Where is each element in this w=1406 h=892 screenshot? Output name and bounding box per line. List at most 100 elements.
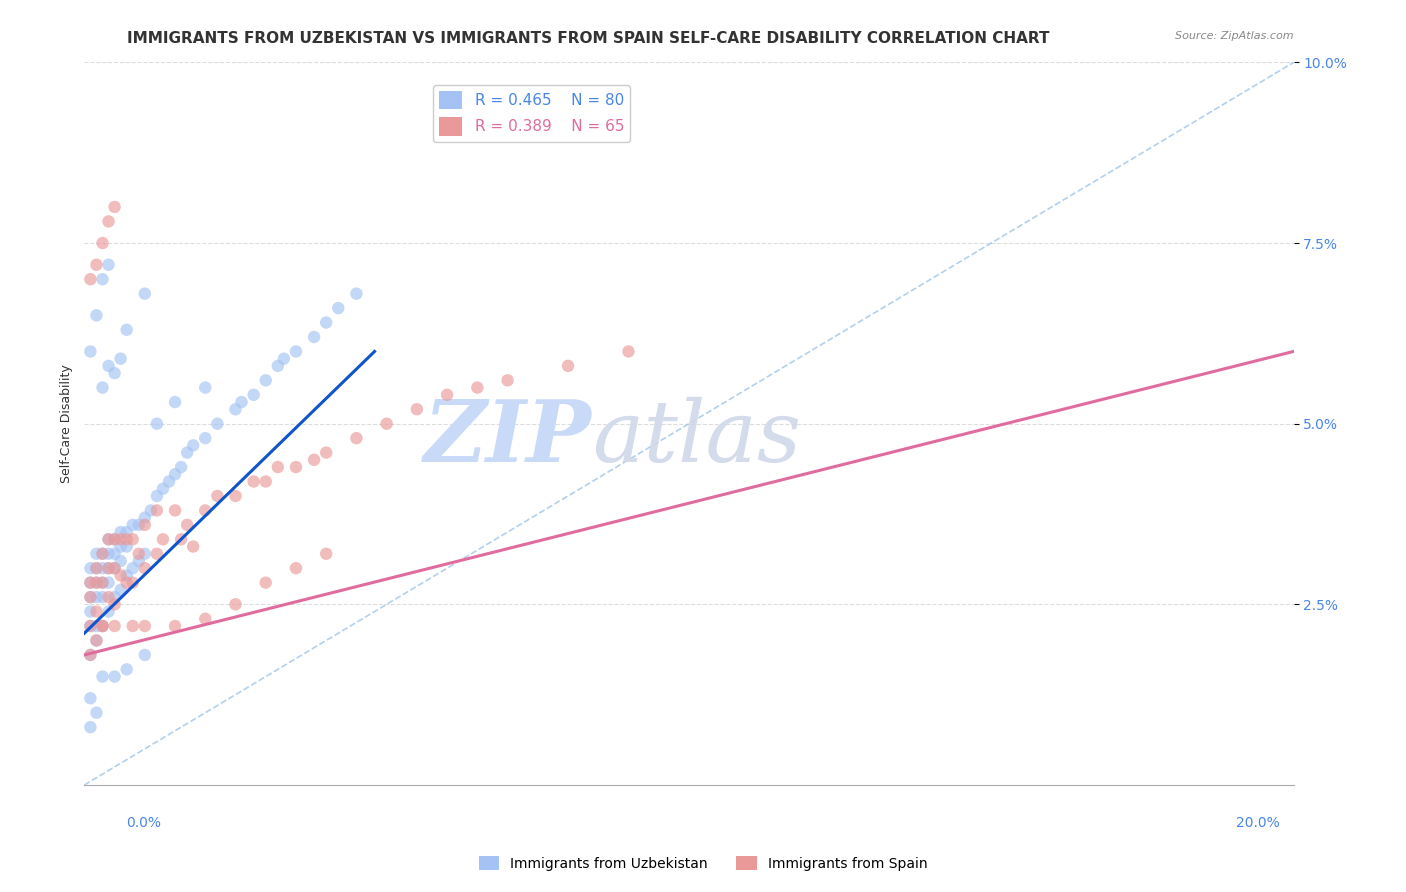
Point: [104, 533, 127, 547]
Point: [115, 662, 138, 676]
Text: ZIP: ZIP: [425, 396, 592, 480]
Point: [165, 503, 187, 517]
Point: [91, 236, 114, 251]
Point: [97, 258, 120, 272]
Point: [346, 286, 368, 301]
Point: [134, 510, 156, 524]
Point: [104, 590, 127, 604]
Point: [134, 547, 156, 561]
Point: [242, 475, 264, 489]
Point: [110, 351, 132, 366]
Point: [194, 612, 217, 626]
Text: atlas: atlas: [592, 397, 801, 480]
Point: [97, 575, 120, 590]
Point: [302, 330, 325, 344]
Text: 20.0%: 20.0%: [1236, 816, 1279, 830]
Point: [91, 619, 114, 633]
Point: [170, 460, 193, 475]
Point: [115, 323, 138, 337]
Point: [285, 460, 308, 475]
Point: [79, 575, 101, 590]
Point: [170, 533, 193, 547]
Point: [557, 359, 579, 373]
Point: [79, 619, 101, 633]
Point: [104, 669, 127, 683]
Point: [79, 648, 101, 662]
Point: [91, 575, 114, 590]
Point: [110, 540, 132, 554]
Point: [115, 533, 138, 547]
Point: [146, 547, 169, 561]
Point: [97, 533, 120, 547]
Point: [110, 568, 132, 582]
Point: [273, 351, 295, 366]
Point: [617, 344, 640, 359]
Point: [194, 431, 217, 445]
Point: [207, 417, 229, 431]
Point: [267, 359, 290, 373]
Point: [104, 598, 127, 612]
Point: [86, 258, 108, 272]
Point: [97, 359, 120, 373]
Point: [97, 561, 120, 575]
Point: [97, 533, 120, 547]
Point: [91, 575, 114, 590]
Text: Source: ZipAtlas.com: Source: ZipAtlas.com: [1175, 31, 1294, 41]
Point: [128, 517, 150, 532]
Point: [86, 575, 108, 590]
Point: [231, 395, 253, 409]
Point: [86, 605, 108, 619]
Point: [152, 482, 174, 496]
Point: [110, 582, 132, 597]
Point: [86, 633, 108, 648]
Point: [79, 619, 101, 633]
Point: [194, 380, 217, 394]
Y-axis label: Self-Care Disability: Self-Care Disability: [60, 364, 73, 483]
Point: [375, 417, 398, 431]
Text: IMMIGRANTS FROM UZBEKISTAN VS IMMIGRANTS FROM SPAIN SELF-CARE DISABILITY CORRELA: IMMIGRANTS FROM UZBEKISTAN VS IMMIGRANTS…: [127, 31, 1049, 46]
Point: [104, 366, 127, 380]
Point: [79, 691, 101, 706]
Point: [194, 503, 217, 517]
Point: [91, 590, 114, 604]
Point: [86, 633, 108, 648]
Point: [128, 554, 150, 568]
Point: [115, 540, 138, 554]
Text: 0.0%: 0.0%: [127, 816, 162, 830]
Point: [115, 575, 138, 590]
Point: [134, 648, 156, 662]
Point: [406, 402, 429, 417]
Point: [79, 272, 101, 286]
Point: [79, 344, 101, 359]
Point: [254, 575, 277, 590]
Point: [152, 533, 174, 547]
Point: [79, 648, 101, 662]
Point: [91, 619, 114, 633]
Point: [302, 453, 325, 467]
Point: [146, 417, 169, 431]
Point: [134, 517, 156, 532]
Point: [79, 561, 101, 575]
Point: [79, 590, 101, 604]
Point: [181, 438, 204, 452]
Point: [285, 344, 308, 359]
Point: [346, 431, 368, 445]
Point: [86, 590, 108, 604]
Point: [165, 467, 187, 482]
Point: [91, 547, 114, 561]
Point: [176, 517, 198, 532]
Point: [97, 214, 120, 228]
Point: [254, 373, 277, 387]
Point: [115, 568, 138, 582]
Point: [285, 561, 308, 575]
Point: [176, 445, 198, 459]
Point: [328, 301, 350, 315]
Point: [104, 200, 127, 214]
Point: [86, 561, 108, 575]
Point: [242, 388, 264, 402]
Legend: R = 0.465    N = 80, R = 0.389    N = 65: R = 0.465 N = 80, R = 0.389 N = 65: [433, 85, 630, 142]
Point: [110, 524, 132, 539]
Point: [110, 554, 132, 568]
Point: [104, 547, 127, 561]
Point: [225, 598, 247, 612]
